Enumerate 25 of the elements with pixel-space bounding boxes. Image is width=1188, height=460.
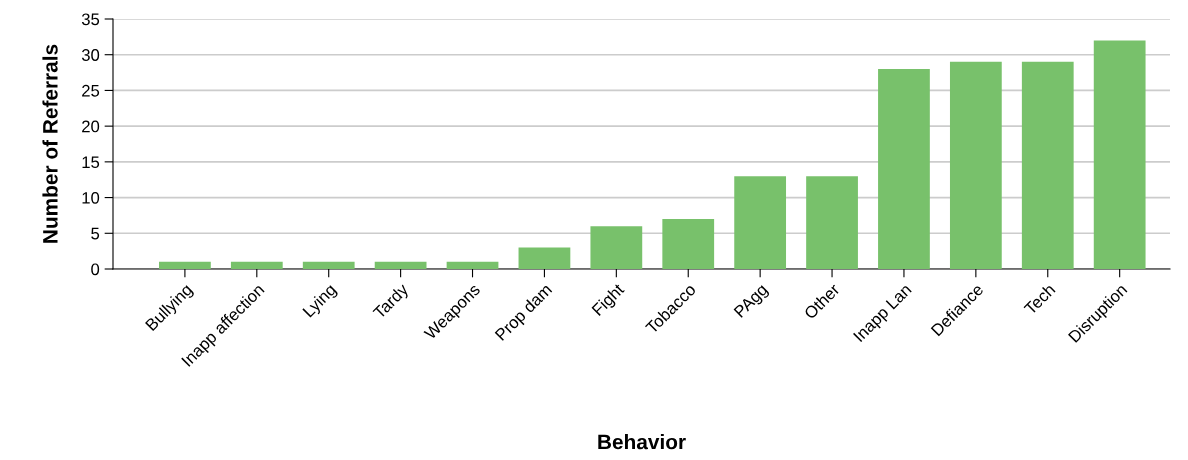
bar xyxy=(662,219,715,269)
bar xyxy=(374,261,427,269)
y-tick-label: 30 xyxy=(81,49,100,61)
y-tick-label: 35 xyxy=(81,13,100,26)
y-tick-label: 25 xyxy=(82,84,100,97)
y-tick-label: 0 xyxy=(91,263,100,276)
bar xyxy=(949,61,1002,269)
bar xyxy=(518,247,571,269)
bar xyxy=(1093,40,1146,269)
y-tick-label: 5 xyxy=(91,227,100,240)
x-tick-label: Tech xyxy=(1023,282,1056,316)
bar xyxy=(159,261,211,269)
y-tick-label: 15 xyxy=(82,156,100,169)
bar xyxy=(1021,61,1074,269)
bar xyxy=(230,261,283,269)
x-axis-title: Behavior xyxy=(598,434,686,450)
bar xyxy=(302,261,355,269)
bar xyxy=(734,176,787,269)
y-tick-label: 10 xyxy=(82,191,100,204)
bar xyxy=(878,69,930,269)
bar xyxy=(806,176,858,269)
y-tick-label: 20 xyxy=(82,120,100,133)
bar xyxy=(446,261,499,269)
bar xyxy=(590,226,643,269)
y-axis-title: Number of Referrals xyxy=(42,44,58,243)
